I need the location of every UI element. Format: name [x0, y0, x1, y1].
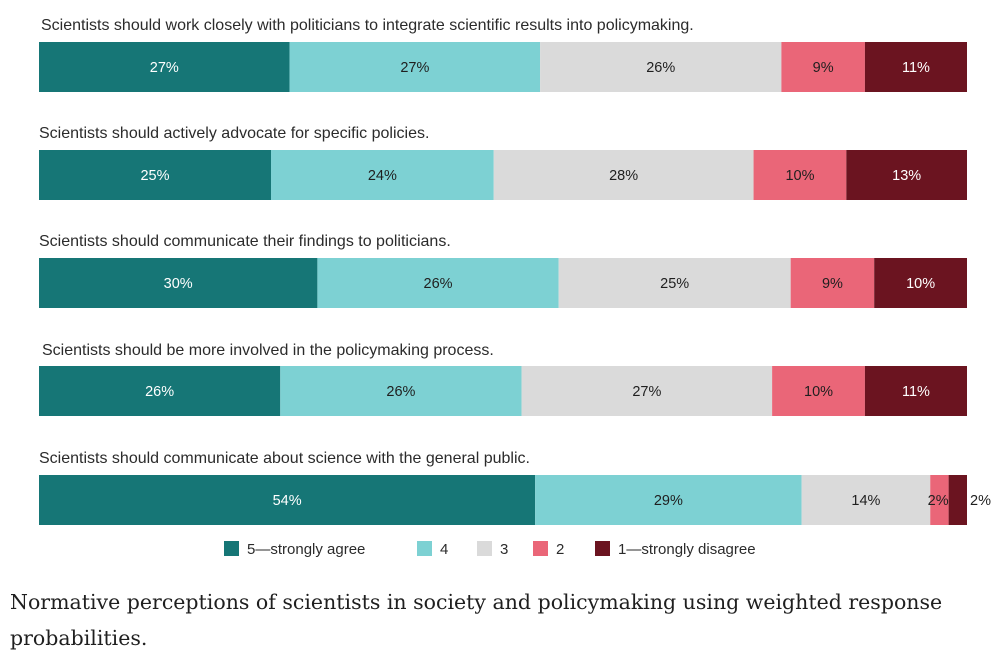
statement-label: Scientists should communicate about scie…: [39, 450, 530, 467]
bar-segment: [521, 366, 773, 416]
legend-label: 3: [500, 541, 508, 558]
legend-swatch: [477, 541, 492, 556]
data-label: 10%: [804, 384, 833, 400]
bar-segment: [39, 258, 318, 308]
figure-caption: Normative perceptions of scientists in s…: [10, 590, 943, 650]
data-label: 26%: [386, 384, 415, 400]
data-label: 11%: [902, 384, 930, 400]
data-label: 27%: [150, 60, 179, 76]
data-label: 11%: [902, 60, 930, 76]
legend-label: 1—strongly disagree: [618, 541, 756, 558]
data-label: 14%: [851, 493, 880, 509]
bar-segment: [948, 475, 967, 525]
data-label: 10%: [785, 168, 814, 184]
legend-label: 5—strongly agree: [247, 541, 365, 558]
bar-segment: [39, 42, 290, 92]
bar-segment: [753, 150, 847, 200]
legend-swatch: [224, 541, 239, 556]
bar-segment: [540, 42, 782, 92]
statement-label: Scientists should be more involved in th…: [42, 342, 494, 359]
data-label: 2%: [928, 493, 949, 509]
bar-segment: [874, 258, 967, 308]
data-label: 27%: [632, 384, 661, 400]
bar-segment: [801, 475, 931, 525]
bar-segment: [558, 258, 791, 308]
data-label: 30%: [164, 276, 193, 292]
data-label: 26%: [424, 276, 453, 292]
bar-segment: [271, 150, 494, 200]
bar-segment: [289, 42, 541, 92]
legend-swatch: [417, 541, 432, 556]
data-label: 2%: [970, 493, 991, 509]
bar-segment: [39, 475, 536, 525]
statement-label: Scientists should communicate their find…: [39, 233, 451, 250]
stacked-bar-chart: Scientists should work closely with poli…: [39, 17, 991, 558]
data-label: 9%: [822, 276, 843, 292]
bar-segment: [493, 150, 754, 200]
data-label: 13%: [892, 168, 921, 184]
bar-segment: [39, 150, 271, 200]
bar-segment: [317, 258, 559, 308]
legend-label: 2: [556, 541, 564, 558]
data-label: 10%: [906, 276, 935, 292]
legend-swatch: [533, 541, 548, 556]
data-label: 25%: [140, 168, 169, 184]
data-label: 54%: [273, 493, 302, 509]
data-label: 28%: [609, 168, 638, 184]
data-label: 24%: [368, 168, 397, 184]
bar-segment: [535, 475, 802, 525]
bar-segment: [772, 366, 865, 416]
bar-segment: [864, 366, 967, 416]
legend-swatch: [595, 541, 610, 556]
data-label: 9%: [813, 60, 834, 76]
bar-segment: [39, 366, 281, 416]
data-label: 25%: [660, 276, 689, 292]
bar-segment: [781, 42, 865, 92]
data-label: 29%: [654, 493, 683, 509]
bar-segment: [864, 42, 967, 92]
bar-segment: [280, 366, 522, 416]
legend-label: 4: [440, 541, 448, 558]
bar-segment: [846, 150, 967, 200]
data-label: 26%: [646, 60, 675, 76]
data-label: 27%: [400, 60, 429, 76]
bar-segment: [930, 475, 949, 525]
statement-label: Scientists should actively advocate for …: [39, 125, 429, 142]
data-label: 26%: [145, 384, 174, 400]
bar-segment: [790, 258, 875, 308]
statement-label: Scientists should work closely with poli…: [41, 17, 694, 34]
